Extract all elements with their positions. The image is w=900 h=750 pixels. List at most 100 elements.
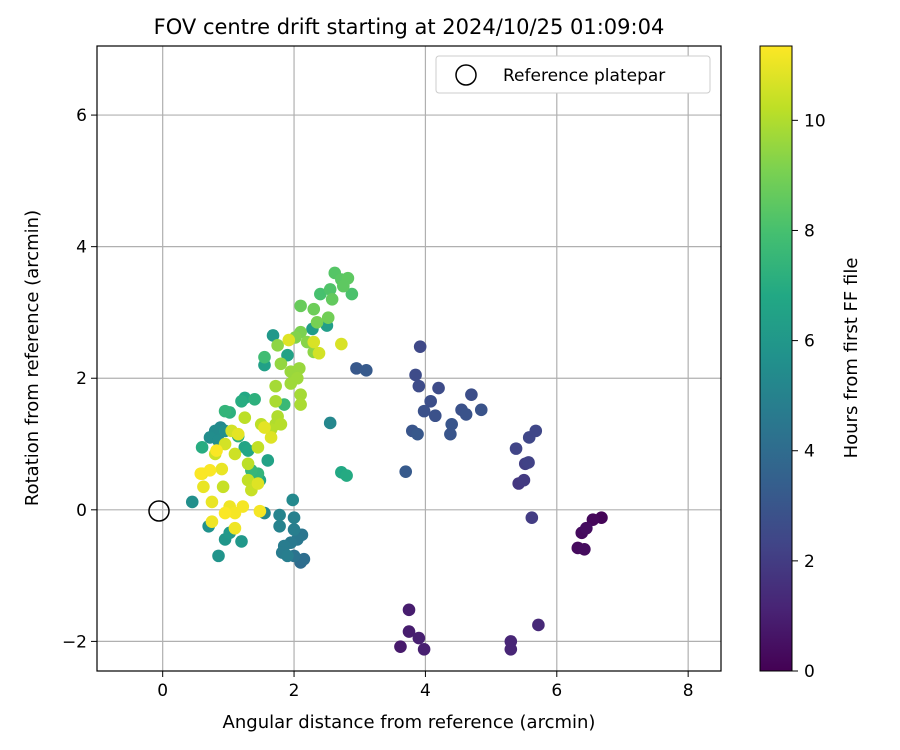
scatter-point — [195, 441, 209, 454]
scatter-point — [218, 404, 232, 418]
scatter-point — [261, 454, 275, 467]
scatter-point — [241, 457, 255, 471]
scatter-point — [578, 542, 591, 556]
scatter-point — [509, 442, 523, 455]
y-axis-ticks: −2 0 2 4 6 — [62, 106, 97, 652]
scatter-point — [580, 521, 593, 535]
scatter-point — [321, 311, 335, 325]
y-tick-label: 0 — [76, 501, 87, 521]
scatter-point — [345, 287, 359, 301]
x-axis-ticks: 0 2 4 6 8 — [157, 671, 694, 701]
scatter-point — [273, 519, 286, 533]
scatter-point — [281, 549, 294, 563]
colorbar-label: Hours from first FF file — [841, 258, 862, 459]
scatter-point — [215, 462, 229, 476]
scatter-point — [399, 465, 413, 478]
scatter-point — [282, 333, 296, 347]
colorbar-tick-label: 10 — [804, 111, 826, 131]
scatter-point — [522, 456, 535, 469]
y-tick-label: 2 — [76, 369, 87, 389]
scatter-point — [185, 495, 199, 509]
scatter-point — [413, 340, 427, 353]
scatter-point — [281, 348, 294, 362]
scatter-point — [402, 625, 416, 638]
scatter-point — [444, 427, 457, 441]
x-tick-label: 4 — [420, 681, 431, 701]
scatter-point — [307, 302, 321, 316]
scatter-point — [529, 424, 543, 438]
scatter-point — [235, 535, 248, 548]
colorbar-tick-label: 0 — [804, 662, 815, 682]
y-tick-label: −2 — [62, 632, 87, 652]
scatter-point — [310, 316, 324, 329]
scatter-point — [218, 506, 232, 520]
scatter-point — [424, 394, 437, 408]
scatter-point — [412, 379, 426, 393]
scatter-point — [525, 511, 539, 525]
colorbar — [759, 45, 793, 672]
x-axis-label: Angular distance from reference (arcmin) — [223, 712, 596, 733]
scatter-point — [269, 379, 282, 393]
scatter-point — [335, 337, 348, 351]
scatter-point — [228, 521, 242, 535]
grid-lines — [97, 46, 721, 671]
scatter-point — [360, 364, 373, 377]
scatter-point — [323, 283, 337, 296]
scatter-point — [287, 523, 301, 536]
x-tick-label: 6 — [551, 681, 562, 701]
colorbar-tick-label: 4 — [804, 442, 815, 462]
scatter-point — [532, 618, 545, 632]
scatter-point — [258, 421, 271, 434]
scatter-point — [504, 642, 518, 656]
scatter-point — [350, 362, 363, 375]
x-tick-label: 8 — [683, 681, 694, 701]
x-tick-label: 0 — [157, 681, 168, 701]
scatter-point — [286, 493, 300, 507]
scatter-point — [218, 437, 232, 451]
scatter-point — [307, 335, 321, 349]
colorbar-ticks: 0 2 4 6 8 10 — [792, 111, 826, 682]
scatter-point — [323, 416, 337, 430]
scatter-point — [287, 511, 301, 525]
scatter-point — [258, 350, 271, 364]
scatter-point — [241, 444, 255, 457]
scatter-point — [231, 427, 245, 441]
scatter-point — [517, 473, 531, 487]
scatter-point — [293, 362, 306, 375]
scatter-point — [284, 377, 298, 390]
scatter-point — [459, 408, 473, 421]
scatter-point — [340, 469, 353, 482]
scatter-point — [445, 417, 458, 431]
scatter-point — [269, 394, 282, 408]
scatter-point — [417, 404, 431, 418]
scatter-point — [314, 287, 327, 301]
scatter-point — [402, 603, 416, 617]
scatter-point — [312, 346, 326, 360]
scatter-point — [203, 464, 217, 477]
colorbar-tick-label: 2 — [804, 552, 815, 572]
scatter-point — [241, 473, 255, 487]
scatter-point — [216, 480, 230, 494]
colorbar-tick-label: 6 — [804, 332, 815, 352]
scatter-point — [337, 279, 350, 293]
scatter-point — [411, 427, 424, 441]
scatter-point — [297, 552, 311, 566]
scatter-point — [274, 357, 288, 371]
y-axis-label: Rotation from reference (arcmin) — [22, 210, 43, 506]
scatter-point — [266, 329, 280, 342]
scatter-point — [325, 292, 339, 306]
scatter-point — [205, 515, 219, 528]
scatter-point — [394, 640, 407, 653]
scatter-point — [228, 506, 242, 520]
scatter-point — [205, 495, 219, 509]
x-tick-label: 2 — [289, 681, 300, 701]
scatter-point — [428, 409, 442, 423]
scatter-point — [294, 299, 307, 313]
scatter-point — [235, 394, 248, 408]
scatter-point — [409, 368, 422, 382]
plot-frame — [96, 45, 722, 672]
scatter-point — [274, 417, 288, 431]
scatter-point — [248, 392, 261, 406]
scatter-point — [228, 447, 242, 461]
